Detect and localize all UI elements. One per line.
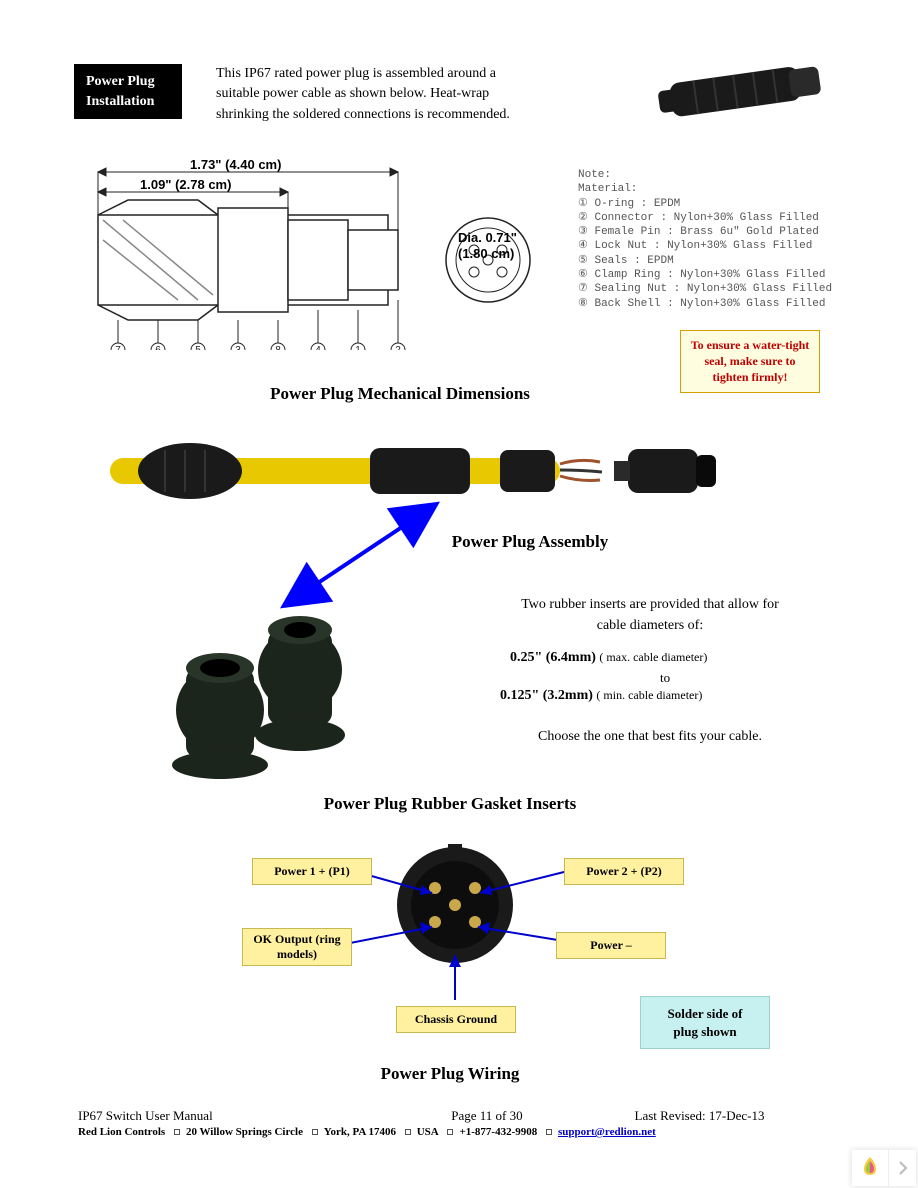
footer-city: York, PA 17406 <box>324 1126 396 1138</box>
page-footer: IP67 Switch User Manual Page 11 of 30 La… <box>78 1108 858 1138</box>
footer-page: Page 11 of 30 <box>451 1108 631 1124</box>
notes-row-0: ① O-ring : EPDM <box>578 197 858 211</box>
notes-row-1: ② Connector : Nylon+30% Glass Filled <box>578 211 858 225</box>
footer-addr: 20 Willow Springs Circle <box>186 1126 303 1138</box>
assembly-photo <box>110 420 790 520</box>
insert-max-size: 0.25" (6.4mm) <box>510 650 596 665</box>
dim-body: 1.09" (2.78 cm) <box>140 177 231 192</box>
footer-manual: IP67 Switch User Manual <box>78 1108 448 1124</box>
footer-revised: Last Revised: 17-Dec-13 <box>635 1108 765 1124</box>
chevron-right-icon <box>898 1161 908 1175</box>
notes-row-7: ⑧ Back Shell : Nylon+30% Glass Filled <box>578 297 858 311</box>
notes-row-4: ⑤ Seals : EPDM <box>578 254 858 268</box>
insert-min-size: 0.125" (3.2mm) <box>500 688 593 703</box>
solder-note: Solder side of plug shown <box>640 996 770 1049</box>
wiring-label-chassis: Chassis Ground <box>396 1006 516 1033</box>
svg-text:6: 6 <box>155 345 161 350</box>
page-nav-widget <box>852 1150 916 1186</box>
insert-max-note: ( max. cable diameter) <box>599 650 707 664</box>
inserts-photo <box>150 580 380 780</box>
footer-email-link[interactable]: support@redlion.net <box>558 1126 656 1138</box>
title-assembly: Power Plug Assembly <box>420 532 640 552</box>
svg-text:8: 8 <box>275 345 281 350</box>
notes-row-6: ⑦ Sealing Nut : Nylon+30% Glass Filled <box>578 282 858 296</box>
insert-min: 0.125" (3.2mm) ( min. cable diameter) <box>500 688 702 704</box>
notes-row-5: ⑥ Clamp Ring : Nylon+30% Glass Filled <box>578 268 858 282</box>
notes-row-2: ③ Female Pin : Brass 6u" Gold Plated <box>578 225 858 239</box>
notes-row-3: ④ Lock Nut : Nylon+30% Glass Filled <box>578 239 858 253</box>
connector-photo-top <box>640 50 840 128</box>
svg-text:1: 1 <box>355 345 361 350</box>
dim-overall: 1.73" (4.40 cm) <box>190 157 281 172</box>
svg-text:2: 2 <box>395 345 401 350</box>
section-label-line1: Power Plug <box>86 74 155 89</box>
nav-logo-icon[interactable] <box>852 1150 888 1186</box>
insert-choose: Choose the one that best fits your cable… <box>500 726 800 747</box>
insert-min-note: ( min. cable diameter) <box>596 688 702 702</box>
notes-header2: Material: <box>578 182 858 196</box>
wiring-label-p1: Power 1 + (P1) <box>252 858 372 885</box>
svg-text:4: 4 <box>315 345 321 350</box>
nav-next-button[interactable] <box>888 1150 916 1186</box>
warning-callout: To ensure a water-tight seal, make sure … <box>680 330 820 393</box>
wiring-label-pminus: Power – <box>556 932 666 959</box>
inserts-intro: Two rubber inserts are provided that all… <box>510 594 790 636</box>
bullet-icon <box>447 1129 453 1135</box>
section-label: Power Plug Installation <box>74 64 182 119</box>
notes-header1: Note: <box>578 168 858 182</box>
svg-text:3: 3 <box>235 345 241 350</box>
svg-text:7: 7 <box>115 345 121 350</box>
wiring-label-p2: Power 2 + (P2) <box>564 858 684 885</box>
title-mechanical: Power Plug Mechanical Dimensions <box>220 384 580 404</box>
title-wiring: Power Plug Wiring <box>340 1064 560 1084</box>
bullet-icon <box>312 1129 318 1135</box>
material-notes: Note: Material: ① O-ring : EPDM ② Connec… <box>578 168 858 311</box>
section-label-line2: Installation <box>86 94 154 109</box>
wiring-label-ok: OK Output (ring models) <box>242 928 352 966</box>
intro-paragraph: This IP67 rated power plug is assembled … <box>216 64 536 125</box>
insert-to: to <box>660 670 670 686</box>
svg-text:5: 5 <box>195 345 201 350</box>
footer-company: Red Lion Controls <box>78 1126 165 1138</box>
insert-max: 0.25" (6.4mm) ( max. cable diameter) <box>510 650 707 666</box>
bullet-icon <box>546 1129 552 1135</box>
title-inserts: Power Plug Rubber Gasket Inserts <box>270 794 630 814</box>
footer-phone: +1-877-432-9908 <box>459 1126 537 1138</box>
bullet-icon <box>174 1129 180 1135</box>
dim-diameter: Dia. 0.71" (1.80 cm) <box>458 230 528 261</box>
bullet-icon <box>405 1129 411 1135</box>
footer-country: USA <box>417 1126 439 1138</box>
